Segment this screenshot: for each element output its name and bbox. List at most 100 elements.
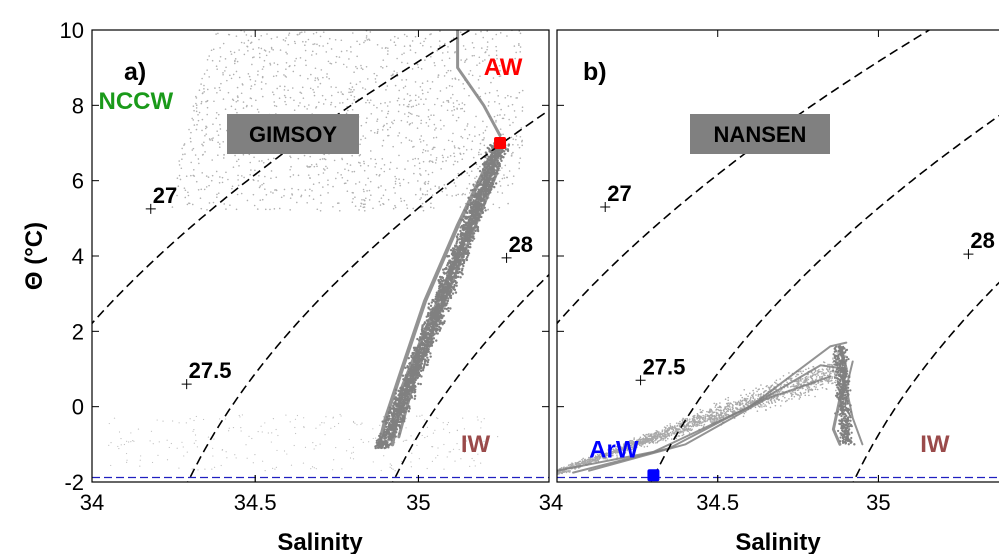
data-point bbox=[413, 391, 416, 394]
data-point bbox=[445, 187, 447, 190]
data-point bbox=[359, 153, 362, 156]
data-point bbox=[264, 470, 266, 472]
data-point bbox=[469, 246, 472, 249]
data-point bbox=[422, 365, 426, 369]
data-point bbox=[409, 380, 412, 384]
data-point bbox=[419, 382, 422, 386]
data-point bbox=[384, 102, 386, 104]
data-point bbox=[422, 148, 425, 151]
data-point bbox=[293, 40, 296, 43]
data-point bbox=[225, 66, 227, 69]
data-point bbox=[410, 140, 413, 142]
data-point bbox=[427, 115, 430, 118]
data-point bbox=[267, 158, 270, 161]
data-point bbox=[334, 38, 337, 41]
data-point bbox=[456, 238, 459, 242]
data-point bbox=[477, 453, 479, 455]
data-point bbox=[252, 462, 254, 464]
data-point bbox=[518, 162, 521, 164]
data-point bbox=[405, 136, 407, 139]
data-point bbox=[410, 355, 413, 359]
data-point bbox=[222, 73, 224, 76]
data-point bbox=[399, 416, 402, 419]
data-point bbox=[382, 202, 384, 205]
data-point bbox=[358, 43, 361, 46]
data-point bbox=[176, 447, 178, 449]
data-point bbox=[211, 138, 213, 140]
data-point bbox=[379, 446, 382, 449]
data-point bbox=[789, 377, 792, 380]
data-point bbox=[433, 114, 435, 117]
data-point bbox=[412, 105, 415, 108]
data-point bbox=[273, 157, 275, 160]
data-point bbox=[452, 247, 456, 250]
data-point bbox=[242, 153, 245, 156]
data-point bbox=[467, 252, 471, 255]
data-point bbox=[171, 206, 174, 208]
data-point bbox=[334, 177, 337, 180]
data-point bbox=[469, 69, 472, 72]
data-point bbox=[521, 89, 524, 92]
data-point bbox=[420, 135, 423, 137]
data-point bbox=[664, 437, 666, 440]
data-point bbox=[746, 401, 749, 404]
data-point bbox=[376, 118, 379, 121]
data-point bbox=[453, 284, 456, 287]
data-point bbox=[289, 155, 291, 157]
data-point bbox=[514, 57, 516, 60]
data-point bbox=[429, 355, 432, 358]
data-point bbox=[364, 203, 366, 206]
data-point bbox=[431, 148, 434, 151]
data-point bbox=[431, 160, 433, 163]
data-point bbox=[419, 85, 422, 88]
data-point bbox=[184, 153, 186, 155]
data-point bbox=[213, 438, 215, 440]
data-point bbox=[325, 416, 327, 418]
data-point bbox=[294, 60, 296, 62]
data-point bbox=[315, 445, 317, 447]
data-point bbox=[349, 164, 352, 166]
data-point bbox=[806, 387, 809, 390]
data-point bbox=[476, 64, 478, 66]
data-point bbox=[803, 381, 806, 384]
data-point bbox=[359, 164, 362, 167]
data-point bbox=[178, 160, 180, 162]
data-point bbox=[463, 61, 466, 63]
data-point bbox=[394, 175, 396, 178]
data-point bbox=[454, 146, 456, 149]
data-point bbox=[402, 87, 405, 89]
data-point bbox=[277, 70, 279, 73]
data-point bbox=[176, 194, 178, 197]
data-point bbox=[441, 52, 444, 54]
data-point bbox=[243, 42, 246, 44]
data-point bbox=[387, 432, 391, 435]
data-point bbox=[392, 412, 395, 415]
data-point bbox=[190, 140, 192, 143]
data-point bbox=[646, 445, 649, 448]
data-point bbox=[404, 397, 407, 401]
data-point bbox=[192, 168, 195, 171]
data-point bbox=[292, 174, 295, 176]
data-point bbox=[441, 160, 444, 163]
data-point bbox=[408, 103, 410, 106]
data-point bbox=[499, 169, 501, 172]
data-point bbox=[405, 204, 408, 206]
data-point bbox=[392, 207, 395, 210]
data-point bbox=[411, 452, 413, 454]
data-point bbox=[398, 104, 401, 106]
data-point bbox=[419, 189, 422, 191]
data-point bbox=[429, 33, 431, 36]
data-point bbox=[216, 68, 218, 70]
data-point bbox=[128, 441, 130, 443]
data-point bbox=[463, 87, 466, 90]
data-point bbox=[396, 99, 399, 102]
data-point bbox=[340, 174, 342, 176]
data-point bbox=[364, 88, 367, 90]
data-point bbox=[264, 208, 267, 211]
data-point bbox=[217, 141, 219, 144]
data-point bbox=[257, 74, 259, 76]
data-point bbox=[461, 272, 464, 276]
data-point bbox=[399, 408, 403, 412]
data-point bbox=[227, 91, 230, 94]
data-point bbox=[491, 38, 494, 40]
